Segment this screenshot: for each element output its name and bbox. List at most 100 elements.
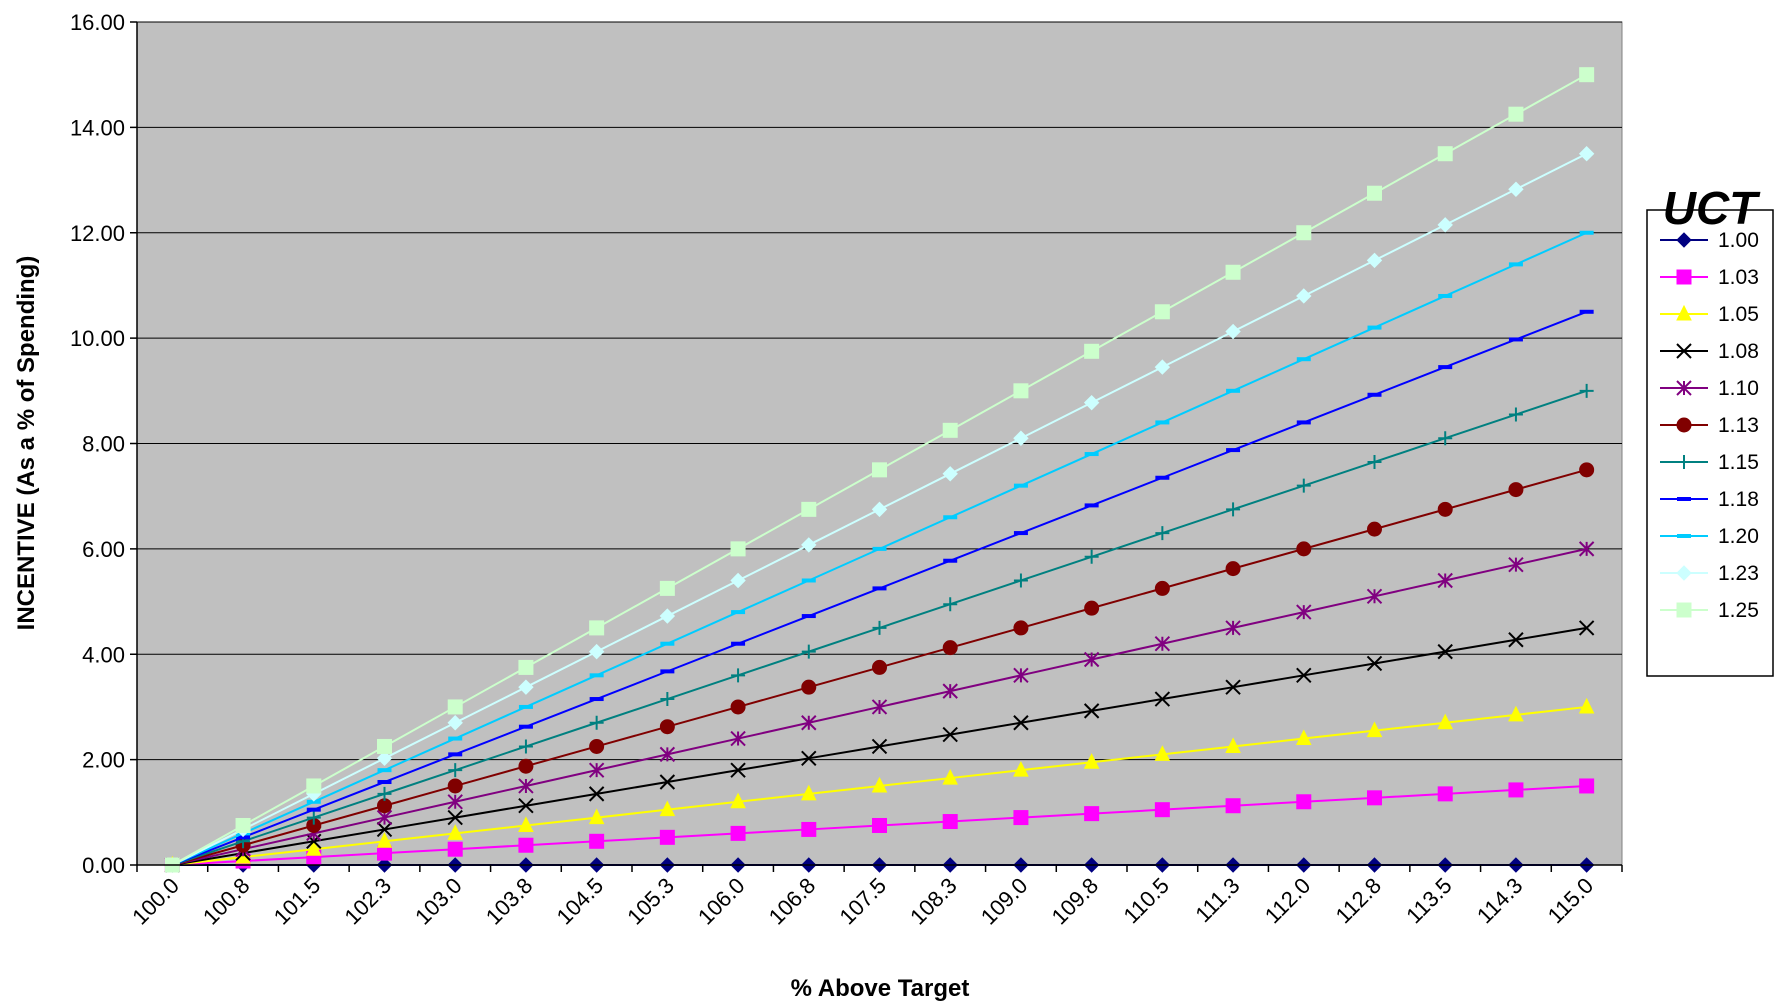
data-point: [1508, 106, 1524, 122]
data-point: [1366, 655, 1383, 672]
data-point: [1154, 359, 1171, 375]
data-point: [589, 620, 605, 636]
legend-label: 1.23: [1718, 562, 1759, 585]
data-point: [1366, 721, 1383, 738]
x-tick-label: 111.3: [1190, 873, 1244, 927]
data-point: [448, 763, 463, 778]
data-point: [943, 597, 958, 612]
data-point: [1084, 343, 1100, 359]
data-point: [1367, 521, 1382, 537]
data-point: [942, 466, 958, 482]
data-point: [1437, 501, 1453, 517]
data-point: [871, 738, 888, 755]
data-point: [1154, 802, 1170, 818]
series-1-23: [164, 146, 1595, 873]
data-point: [801, 501, 817, 517]
data-point: [589, 697, 604, 702]
data-point: [588, 762, 605, 778]
data-point: [1155, 526, 1170, 541]
data-point: [1508, 337, 1523, 342]
data-point: [1437, 643, 1453, 660]
data-point: [447, 715, 463, 731]
legend-entry: 1.18: [1660, 488, 1759, 511]
y-tick-label: 4.00: [82, 642, 125, 667]
data-point: [730, 825, 746, 841]
data-point: [1579, 230, 1594, 235]
data-point: [731, 610, 746, 615]
x-tick-label: 105.3: [622, 873, 679, 930]
data-point: [1367, 454, 1382, 469]
data-point: [305, 840, 322, 856]
data-point: [1013, 573, 1028, 588]
data-point: [731, 668, 746, 683]
data-point: [942, 726, 958, 743]
data-point: [306, 807, 321, 812]
data-point: [943, 558, 958, 563]
data-point: [1578, 146, 1595, 162]
data-point: [730, 541, 746, 557]
data-point: [1296, 288, 1312, 304]
data-point: [1579, 309, 1594, 314]
y-tick-label: 2.00: [82, 748, 125, 773]
data-point: [659, 774, 676, 790]
data-point: [1508, 407, 1523, 422]
legend-swatch-marker: [1676, 269, 1692, 285]
data-point: [659, 719, 675, 735]
data-point: [1508, 181, 1524, 197]
data-point: [518, 758, 534, 774]
data-point: [1579, 462, 1595, 478]
legend-label: 1.13: [1718, 414, 1759, 437]
data-point: [1296, 794, 1312, 810]
data-point: [1013, 620, 1029, 636]
data-point: [1508, 556, 1524, 573]
data-point: [1367, 185, 1382, 201]
data-point: [1508, 782, 1524, 798]
data-point: [659, 800, 676, 817]
data-point: [1226, 502, 1241, 517]
data-point: [730, 730, 746, 747]
data-point: [447, 778, 463, 794]
x-tick-label: 100.8: [198, 873, 255, 930]
x-tick-label: 106.0: [693, 873, 750, 930]
data-point: [1013, 667, 1029, 684]
data-point: [1084, 600, 1100, 616]
data-point: [872, 546, 887, 551]
x-tick-label: 103.0: [410, 873, 467, 930]
legend: UCT 1.00 1.03 1.05 1.08 1.10 1.13 1.15 1.18 1.20…: [1646, 182, 1774, 677]
data-point: [872, 586, 887, 591]
series-1-18: [165, 309, 1594, 867]
data-point: [1508, 705, 1524, 722]
data-point: [872, 620, 887, 635]
x-tick-label: 100.0: [127, 873, 184, 930]
legend-swatch-marker: [1677, 534, 1691, 538]
data-point: [1579, 778, 1595, 794]
data-point: [943, 515, 958, 520]
data-point: [1578, 697, 1595, 714]
data-point: [1437, 786, 1453, 802]
x-tick-label: 109.0: [976, 873, 1033, 930]
data-point: [660, 641, 675, 646]
data-point: [1296, 604, 1312, 620]
legend-title: UCT: [1663, 182, 1761, 234]
data-point: [1367, 325, 1382, 330]
data-point: [942, 422, 958, 438]
legend-label: 1.18: [1718, 488, 1759, 511]
data-point: [1083, 753, 1100, 769]
data-point: [801, 614, 816, 619]
legend-swatch-marker: [1676, 232, 1692, 248]
data-point: [1578, 541, 1595, 557]
legend-label: 1.03: [1718, 266, 1759, 289]
data-point: [1155, 420, 1170, 425]
data-point: [1013, 761, 1029, 777]
x-tick-label: 107.5: [834, 873, 891, 930]
x-tick-label: 112.0: [1260, 873, 1315, 928]
data-point: [1226, 448, 1241, 453]
data-point: [1366, 252, 1383, 269]
data-point: [800, 784, 817, 801]
data-point: [589, 715, 604, 730]
data-point: [1083, 703, 1100, 719]
data-point: [235, 817, 251, 833]
data-point: [1154, 636, 1171, 652]
data-point: [377, 768, 392, 773]
